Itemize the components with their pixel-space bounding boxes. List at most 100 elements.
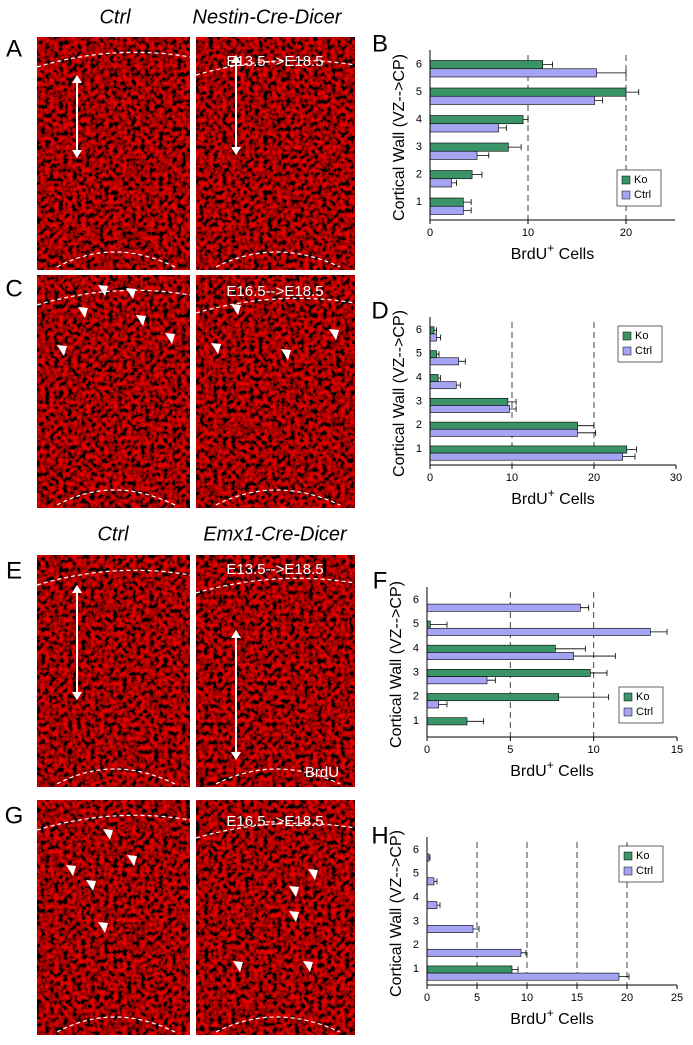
legend-label: Ctrl — [634, 189, 651, 201]
bar — [429, 397, 509, 406]
panel-label: F — [373, 567, 388, 594]
bar — [426, 877, 435, 886]
y-tick-label: 2 — [413, 939, 419, 951]
error-bar — [456, 382, 461, 389]
arrowhead-marker — [231, 304, 241, 315]
bar — [429, 115, 524, 125]
y-tick-label: 6 — [413, 844, 419, 856]
y-axis-label: Cortical Wall (VZ-->CP) — [388, 830, 405, 997]
y-tick-label: 1 — [416, 443, 422, 455]
y-axis-label: Cortical Wall (VZ-->CP) — [391, 54, 408, 221]
error-bar — [429, 854, 431, 861]
micrograph-texture — [196, 37, 355, 270]
error-bar — [434, 327, 437, 334]
micrograph-texture — [37, 275, 190, 508]
legend-swatch — [621, 175, 631, 185]
divider — [190, 275, 196, 508]
bar — [426, 676, 488, 685]
y-tick-label: 2 — [416, 169, 422, 181]
bar — [426, 644, 556, 653]
bar — [429, 170, 473, 180]
error-bar — [507, 398, 517, 405]
error-bar — [473, 925, 480, 932]
x-axis-label-part: + — [547, 1006, 554, 1020]
error-bar — [580, 604, 590, 611]
arrowhead-marker — [329, 329, 339, 340]
bar — [426, 717, 468, 726]
x-axis-label: BrdU+ Cells — [510, 1006, 593, 1028]
error-bar — [458, 358, 466, 365]
error-bar — [436, 334, 442, 341]
y-tick-label: 3 — [413, 915, 419, 927]
bar — [426, 669, 591, 677]
bar — [429, 357, 460, 366]
bar — [426, 925, 474, 933]
bar — [429, 178, 452, 188]
x-tick-label: 10 — [522, 227, 534, 239]
arrowhead-marker — [233, 961, 243, 972]
bar — [429, 326, 435, 335]
error-bar — [596, 69, 627, 76]
x-tick-label: 15 — [571, 992, 583, 1004]
y-tick-label: 1 — [413, 963, 419, 975]
boundary — [215, 489, 341, 506]
legend-label: Ctrl — [636, 706, 653, 718]
bar — [426, 700, 439, 709]
arrowhead-marker — [98, 285, 108, 296]
x-axis-label-part: + — [547, 241, 554, 255]
image-label: BrdU — [305, 764, 339, 781]
bar — [426, 652, 574, 660]
x-tick-label: 5 — [507, 744, 513, 756]
y-tick-label: 6 — [416, 59, 422, 71]
y-tick-label: 3 — [416, 395, 422, 407]
y-tick-label: 4 — [413, 642, 419, 654]
bar — [429, 205, 464, 215]
arrowhead-marker — [86, 880, 96, 891]
bar — [429, 333, 437, 342]
error-bar — [438, 375, 442, 382]
boundary — [36, 814, 191, 831]
legend-label: Ko — [636, 691, 649, 703]
x-axis-label-part: Cells — [555, 491, 595, 508]
micrograph-texture — [37, 555, 190, 787]
x-axis-label: BrdU+ Cells — [511, 241, 594, 263]
divider — [190, 555, 196, 787]
boundary — [215, 251, 341, 268]
error-bar — [467, 718, 485, 725]
x-axis-label: BrdU+ Cells — [510, 758, 593, 780]
arrowhead-marker — [289, 911, 299, 922]
x-tick-label: 0 — [424, 992, 430, 1004]
panel-label: E — [6, 557, 22, 584]
arrowhead-marker — [303, 961, 313, 972]
error-bar — [477, 152, 490, 159]
legend-label: Ko — [636, 850, 649, 862]
micrographs — [36, 37, 356, 1035]
arrowhead-marker — [281, 349, 291, 360]
arrowhead-marker — [289, 886, 299, 897]
x-axis-label-part: Cells — [554, 763, 594, 780]
error-bar — [512, 966, 519, 973]
y-tick-label: 6 — [416, 324, 422, 336]
x-axis-label-part: BrdU — [511, 246, 547, 263]
arrowhead-marker — [127, 855, 137, 866]
y-axis-label: Cortical Wall (VZ-->CP) — [391, 310, 408, 477]
panel-label: B — [372, 30, 388, 57]
boundary — [195, 297, 356, 314]
bar — [429, 374, 439, 382]
x-tick-label: 20 — [588, 472, 600, 484]
error-bar — [437, 902, 441, 909]
y-tick-label: 4 — [413, 891, 419, 903]
x-axis-label-part: BrdU — [511, 491, 547, 508]
x-axis-label-part: Cells — [554, 1011, 594, 1028]
micrograph-texture — [196, 555, 355, 787]
divider — [190, 37, 196, 270]
legend-swatch — [622, 331, 632, 341]
bar — [429, 68, 597, 78]
y-tick-label: 4 — [416, 371, 422, 383]
bar — [429, 381, 457, 390]
axes — [429, 50, 675, 221]
error-bar — [577, 429, 597, 436]
image-label: E16.5-->E18.5 — [226, 813, 323, 830]
error-bar — [430, 621, 448, 628]
x-tick-label: 25 — [671, 992, 683, 1004]
